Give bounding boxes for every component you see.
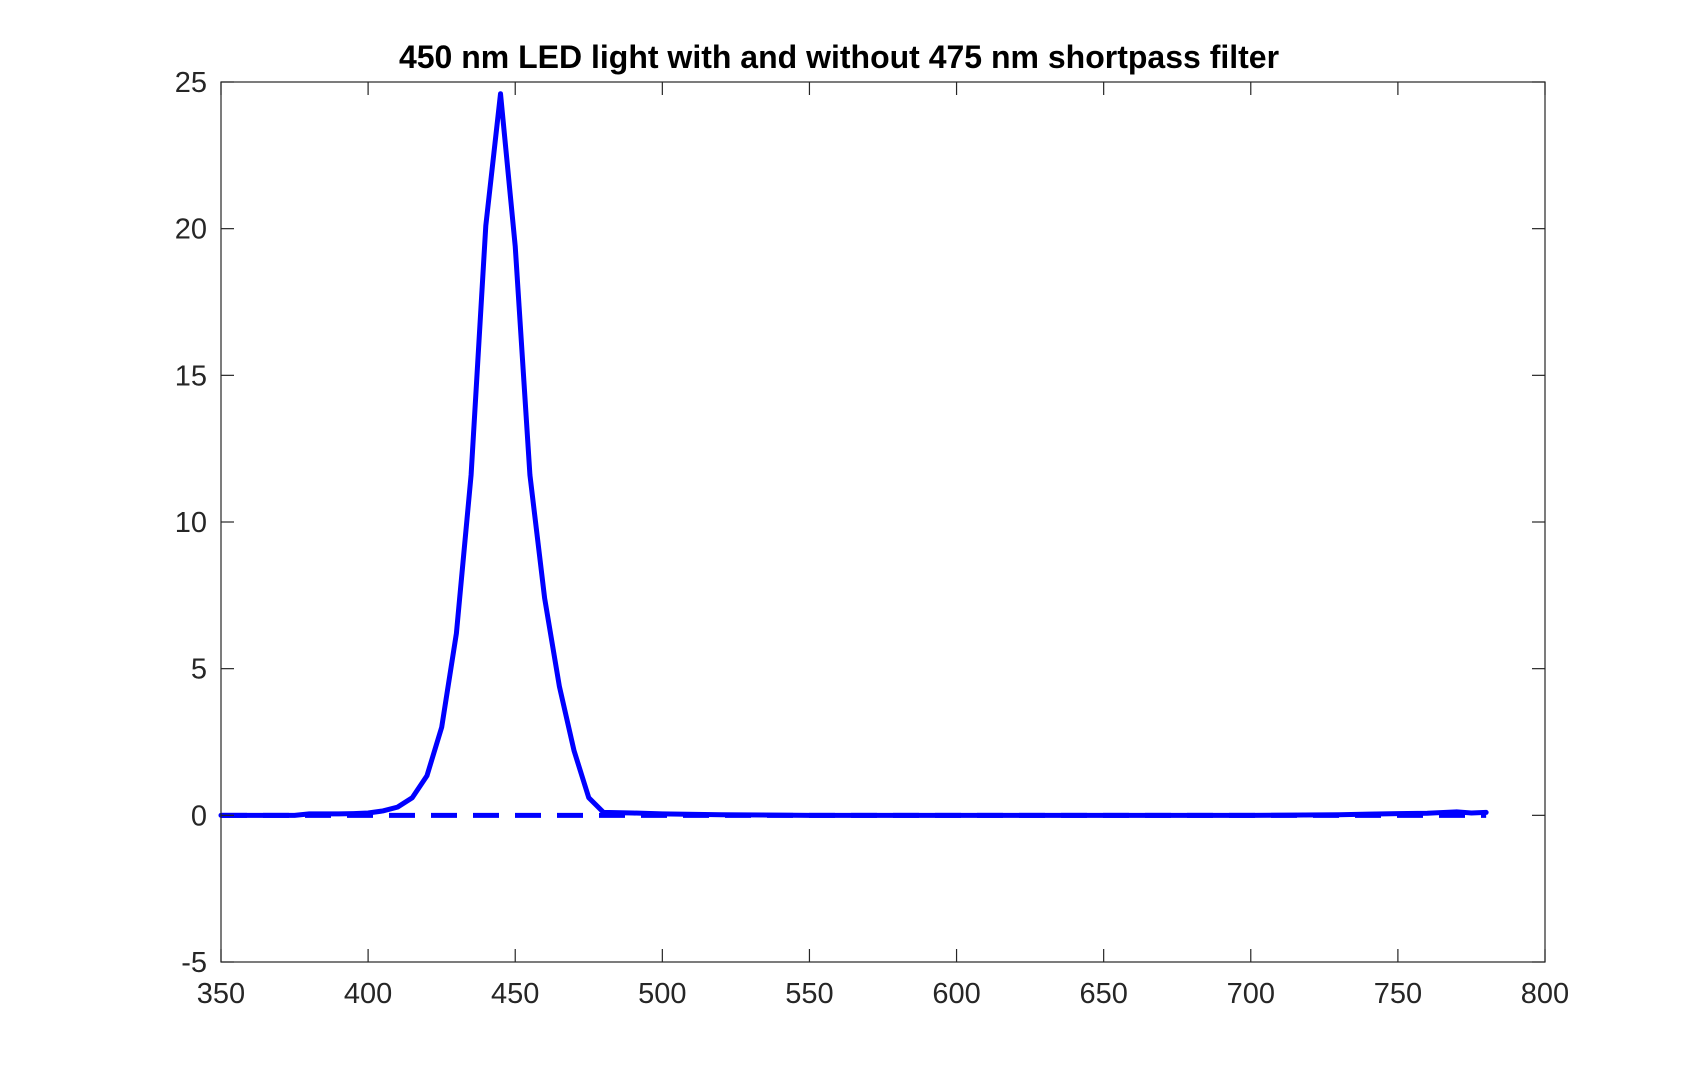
x-tick-label: 350 xyxy=(197,978,245,1010)
series-line-solid xyxy=(218,91,1489,818)
y-tick-label: 25 xyxy=(175,67,207,99)
x-tick-label: 650 xyxy=(1079,978,1127,1010)
y-tick-label: 20 xyxy=(175,214,207,246)
chart-title: 450 nm LED light with and without 475 nm… xyxy=(399,39,1279,75)
axes: 350 400 450 500 550 600 650 700 750 800 25 20 15 10 5 0… xyxy=(175,67,1569,1010)
y-tick-label: 0 xyxy=(191,800,207,832)
plot-area xyxy=(221,82,1545,962)
y-tick-label: 15 xyxy=(175,360,207,392)
y-tick-label: -5 xyxy=(181,947,207,979)
x-tick-label: 400 xyxy=(344,978,392,1010)
x-tick-label: 700 xyxy=(1227,978,1275,1010)
x-tick-label: 450 xyxy=(491,978,539,1010)
plot-background xyxy=(221,82,1545,962)
x-tick-label: 750 xyxy=(1374,978,1422,1010)
x-tick-label: 600 xyxy=(932,978,980,1010)
x-tick-label: 800 xyxy=(1521,978,1569,1010)
x-tick-label: 550 xyxy=(785,978,833,1010)
x-tick-label: 500 xyxy=(638,978,686,1010)
y-tick-label: 5 xyxy=(191,654,207,686)
series-layer xyxy=(218,91,1489,818)
y-tick-label: 10 xyxy=(175,507,207,539)
